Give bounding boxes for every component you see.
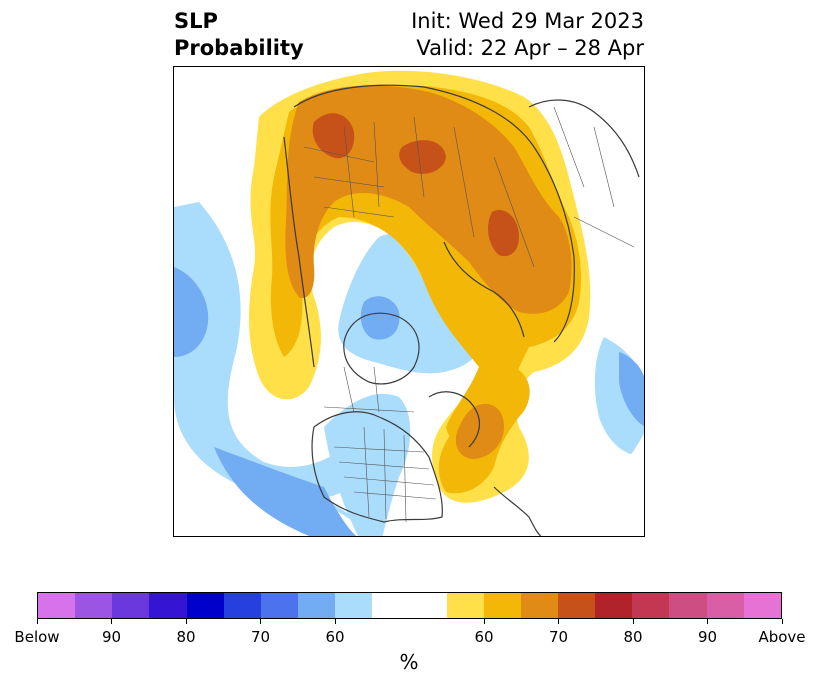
colorbar-tick-mark: [558, 619, 559, 624]
africa-coast: [528, 99, 640, 178]
north-america-coast: [311, 411, 443, 523]
colorbar-tick-label: 70: [250, 628, 271, 646]
colorbar-segment: [372, 593, 447, 618]
africa-borders: [553, 106, 635, 248]
colorbar-segment: [297, 593, 336, 618]
canada-borders: [323, 366, 415, 413]
colorbar-segment: [632, 593, 670, 618]
colorbar-units: %: [399, 650, 419, 674]
valid-period: Valid: 22 Apr – 28 Apr: [416, 36, 644, 60]
polar-map: [173, 66, 645, 537]
map-svg: [174, 67, 644, 536]
above-region-europe-core: [312, 113, 355, 159]
colorbar-segment: [706, 593, 744, 618]
siberia-coast: [443, 241, 525, 338]
colorbar-tick-mark: [781, 619, 783, 624]
colorbar-tick-label: 90: [697, 628, 718, 646]
colorbar-segment: [520, 593, 558, 618]
above-region-asia-core: [488, 209, 519, 257]
colorbar-segment: [38, 593, 76, 618]
colorbar-segment: [112, 593, 150, 618]
colorbar-tick-label: 80: [176, 628, 196, 646]
colorbar-segment: [743, 593, 781, 618]
europe-coast: [283, 136, 315, 368]
eurasia-coast: [293, 84, 575, 343]
colorbar-segment: [335, 593, 373, 618]
colorbar-tick-mark: [707, 619, 708, 624]
map-title: SLP Probability: [174, 8, 304, 62]
init-date: Init: Wed 29 Mar 2023: [411, 9, 644, 33]
colorbar-segment: [186, 593, 224, 618]
below-region-west-pacific: [174, 202, 384, 501]
colorbar-tick-mark: [185, 619, 187, 624]
below-region-conus: [324, 393, 411, 536]
atlantic-coast: [493, 486, 542, 536]
colorbar-tick-label: 70: [548, 628, 569, 646]
hudson-bay-coast: [428, 391, 481, 448]
title-product: Probability: [174, 36, 304, 60]
colorbar-segment: [483, 593, 521, 618]
colorbar-segment: [669, 593, 707, 618]
colorbar-tick-mark: [334, 619, 336, 624]
colorbar-tick-label: Above: [758, 628, 806, 646]
colorbar: [37, 592, 782, 619]
colorbar-segment: [223, 593, 261, 618]
below-region-east-atlantic-core: [619, 352, 644, 427]
colorbar-segment: [75, 593, 113, 618]
above-region-eurasia-strong: [285, 85, 572, 314]
title-variable: SLP: [174, 9, 218, 33]
colorbar-tick-mark: [111, 619, 112, 624]
above-region-siberia-core: [399, 140, 446, 174]
colorbar-segment: [557, 593, 596, 618]
map-dates: Init: Wed 29 Mar 2023 Valid: 22 Apr – 28…: [411, 8, 644, 62]
colorbar-tick-mark: [483, 619, 485, 624]
colorbar-tick-mark: [260, 619, 261, 624]
colorbar-tick-label: Below: [14, 628, 60, 646]
colorbar-segment: [595, 593, 633, 618]
below-region-pacific-darker: [174, 267, 209, 357]
below-region-west-us: [214, 447, 359, 536]
colorbar-tick-mark: [36, 619, 38, 624]
colorbar-tick-label: 90: [101, 628, 122, 646]
colorbar-segment: [446, 593, 484, 618]
colorbar-tick-label: 60: [325, 628, 345, 646]
arctic-archipelago-coast: [343, 312, 420, 385]
colorbar-segment: [260, 593, 298, 618]
colorbar-tick-label: 60: [474, 628, 494, 646]
us-state-borders: [333, 426, 437, 523]
eurasia-borders: [303, 116, 535, 268]
colorbar-tick-label: 80: [623, 628, 643, 646]
above-region-atlantic-strong: [455, 403, 504, 459]
colorbar-segment: [149, 593, 187, 618]
coastlines: [283, 84, 640, 536]
colorbar-tick-mark: [632, 619, 634, 624]
political-borders: [303, 106, 635, 523]
below-region-arctic-core: [360, 296, 400, 340]
